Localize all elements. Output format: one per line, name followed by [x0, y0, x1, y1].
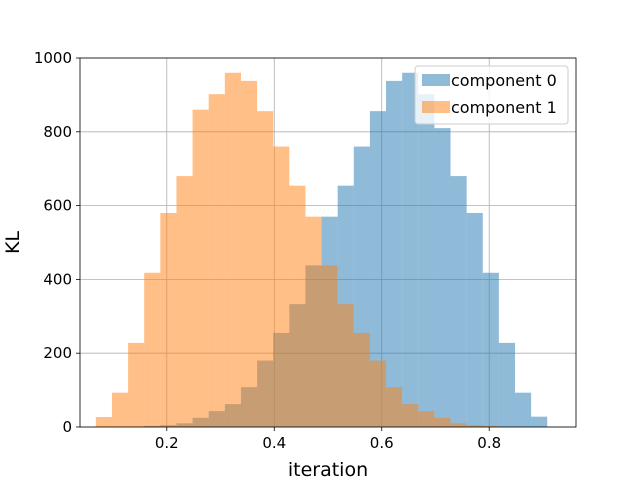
bar-series-1-bin-15	[337, 304, 354, 427]
bar-series-0-bin-17	[418, 94, 435, 428]
bar-series-1-bin-7	[208, 94, 225, 428]
bar-series-1-bin-19	[402, 404, 419, 427]
x-tick-label-3: 0.8	[477, 434, 501, 452]
x-axis-label: iteration	[288, 459, 368, 480]
bar-series-0-bin-24	[531, 416, 548, 427]
bar-series-0-bin-15	[386, 80, 403, 428]
legend-box	[414, 65, 569, 125]
plot-frame	[79, 57, 577, 428]
bar-series-1-bin-5	[176, 176, 193, 427]
legend-label-1: component 1	[451, 98, 557, 117]
ticks-layer: 0.2 0.4 0.6 0.8 0 200 400 600 800 1000	[34, 49, 501, 452]
bar-series-0-bin-14	[369, 111, 387, 428]
bar-series-1-bin-20	[418, 411, 435, 427]
bar-series-1-bin-18	[386, 387, 403, 427]
bar-series-1-bin-23	[466, 425, 483, 427]
bar-series-1-bin-10	[257, 111, 274, 428]
bar-series-1-bin-17	[369, 360, 387, 427]
bar-series-1-bin-12	[289, 185, 306, 427]
x-tick-label-0: 0.2	[155, 434, 179, 452]
bar-series-0-bin-20	[466, 212, 483, 427]
bar-series-0-bin-19	[450, 176, 467, 427]
legend: component 0 component 1	[414, 65, 569, 125]
bar-series-1-bin-3	[144, 272, 161, 427]
legend-label-0: component 0	[451, 71, 557, 90]
y-tick-label-1: 200	[43, 344, 72, 362]
x-tick-label-1: 0.4	[262, 434, 286, 452]
bar-series-1-bin-16	[353, 332, 370, 427]
bar-series-0-bin-16	[402, 72, 419, 427]
y-axis-label: KL	[2, 231, 24, 254]
bar-series-1-bin-8	[224, 72, 241, 427]
bar-series-1-bin-0	[95, 417, 112, 427]
x-tick-label-2: 0.6	[370, 434, 394, 452]
bar-series-1-bin-11	[273, 146, 290, 427]
bar-series-1-bin-6	[192, 109, 209, 427]
bars-layer	[95, 72, 548, 428]
bar-series-1-bin-1	[111, 392, 129, 427]
bar-series-0-bin-18	[434, 128, 451, 428]
bar-series-1-bin-9	[240, 80, 258, 428]
y-tick-label-5: 1000	[34, 49, 72, 67]
legend-swatch-1	[422, 101, 450, 113]
y-tick-label-2: 400	[43, 270, 72, 288]
bar-series-1-bin-24	[482, 425, 499, 427]
bar-series-1-bin-14	[321, 265, 338, 427]
bar-series-0-bin-21	[482, 272, 499, 427]
y-tick-label-0: 0	[62, 418, 72, 436]
legend-swatch-0	[422, 74, 450, 86]
bar-series-1-bin-2	[128, 342, 145, 427]
bar-series-1-bin-22	[450, 423, 467, 427]
bar-series-0-bin-23	[515, 392, 532, 427]
bar-series-1-bin-13	[305, 216, 322, 427]
bar-series-1-bin-21	[434, 417, 451, 427]
y-tick-label-4: 800	[43, 123, 72, 141]
series-1-bars	[95, 72, 499, 428]
bar-series-0-bin-22	[498, 342, 516, 427]
y-tick-label-3: 600	[43, 197, 72, 215]
bar-series-1-bin-4	[160, 212, 177, 427]
